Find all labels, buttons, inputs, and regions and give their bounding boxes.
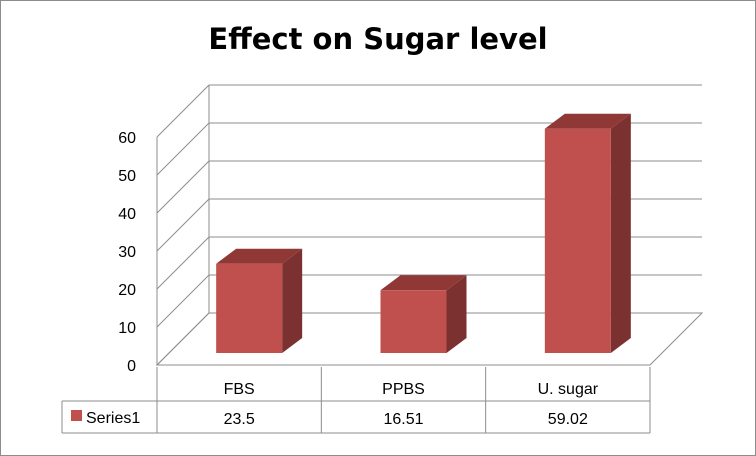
gridline-side: [156, 84, 210, 138]
bar: [544, 128, 611, 353]
bar-side: [282, 248, 303, 353]
y-tick-label: 20: [118, 282, 136, 299]
bar: [216, 263, 283, 353]
bar-top: [544, 113, 631, 129]
y-tick-label: 10: [118, 320, 136, 337]
gridline-side: [156, 198, 210, 252]
gridline-side: [156, 122, 210, 176]
y-tick-label: 60: [118, 130, 136, 147]
data-table-value: 23.5: [224, 411, 255, 428]
bar: [380, 290, 447, 353]
data-table-value: 16.51: [383, 411, 423, 428]
y-tick-label: 0: [127, 358, 136, 375]
bar-top: [216, 248, 303, 264]
data-table-value: 59.02: [548, 411, 588, 428]
x-category-label: FBS: [224, 381, 255, 398]
legend-key: [71, 410, 82, 421]
bar-top: [380, 275, 467, 291]
gridline-side: [156, 274, 210, 328]
chart-title: Effect on Sugar level: [208, 22, 548, 56]
y-tick-label: 40: [118, 206, 136, 223]
gridline-side: [156, 236, 210, 290]
bar-side: [446, 275, 467, 353]
bar-side: [610, 113, 631, 353]
y-tick-label: 30: [118, 244, 136, 261]
y-tick-label: 50: [118, 168, 136, 185]
x-category-label: PPBS: [382, 381, 425, 398]
x-category-label: U. sugar: [538, 381, 599, 398]
legend-label: Series1: [86, 410, 140, 427]
gridline-side: [156, 160, 210, 214]
floor: [155, 312, 704, 366]
